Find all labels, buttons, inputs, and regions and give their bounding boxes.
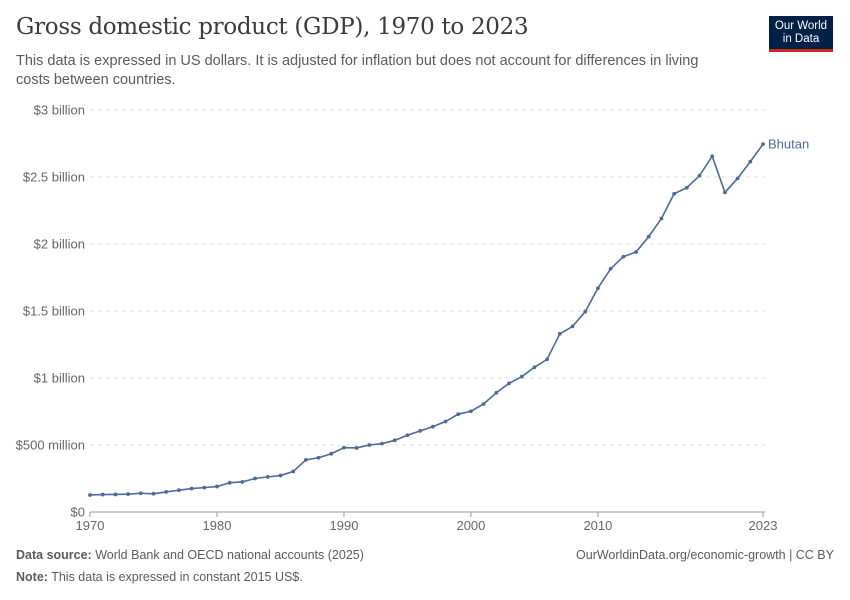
y-tick-label: $2.5 billion (23, 170, 85, 185)
data-point (646, 234, 651, 239)
data-point (481, 402, 486, 406)
data-point (659, 216, 664, 221)
data-point (215, 484, 219, 489)
y-tick-label: $0 (71, 505, 85, 520)
note-text: This data is expressed in constant 2015 … (51, 570, 303, 584)
data-point (138, 491, 143, 496)
data-point (126, 492, 130, 497)
data-point (710, 154, 715, 159)
data-point (329, 451, 334, 456)
chart-subtitle: This data is expressed in US dollars. It… (16, 53, 699, 88)
data-point (723, 190, 727, 195)
data-point (748, 159, 753, 164)
data-point (303, 457, 308, 462)
data-point (113, 492, 118, 497)
data-point (684, 185, 689, 190)
data-point (164, 490, 169, 494)
y-tick-label: $1.5 billion (23, 304, 85, 319)
data-point (532, 365, 537, 370)
series-label: Bhutan (768, 137, 809, 152)
note-label: Note: (16, 570, 48, 584)
data-point (469, 409, 473, 414)
data-point (570, 324, 575, 329)
data-point (443, 419, 448, 424)
data-point (697, 173, 702, 178)
y-tick-label: $1 billion (34, 371, 85, 386)
data-point (367, 443, 372, 447)
data-point (583, 309, 588, 314)
data-point (545, 357, 550, 362)
data-point (405, 433, 410, 438)
data-point (265, 474, 270, 479)
y-tick-label: $3 billion (34, 103, 85, 118)
data-point (291, 469, 296, 474)
data-point (342, 445, 346, 450)
x-tick-label: 1970 (76, 518, 105, 533)
data-point (456, 412, 461, 417)
x-tick-label: 2000 (456, 518, 485, 533)
x-tick-label: 2010 (583, 518, 612, 533)
note: Note: This data is expressed in constant… (16, 570, 303, 584)
y-tick-label: $500 million (16, 438, 85, 453)
data-point (519, 374, 524, 379)
data-point (596, 286, 600, 291)
source-text[interactable]: World Bank and OECD national accounts (2… (95, 548, 364, 562)
data-point (418, 429, 423, 433)
data-point (202, 485, 207, 490)
data-point (88, 493, 92, 497)
data-point (278, 473, 283, 478)
x-tick-label: 1990 (330, 518, 359, 533)
data-point (189, 486, 194, 491)
data-point (100, 492, 105, 497)
data-point (151, 491, 156, 496)
data-point (176, 488, 181, 493)
data-point (380, 441, 384, 446)
source-url[interactable]: OurWorldinData.org/economic-growth | CC … (576, 548, 834, 562)
y-tick-label: $2 billion (34, 237, 85, 252)
x-tick-label: 2023 (749, 518, 778, 533)
source-label: Data source: (16, 548, 92, 562)
data-point (240, 479, 245, 484)
data-point (494, 390, 499, 395)
data-point (557, 331, 562, 336)
data-point (392, 438, 397, 443)
data-point (735, 176, 740, 181)
owid-logo[interactable]: Our World in Data (769, 16, 833, 52)
data-point (634, 250, 638, 254)
data-point (430, 424, 435, 429)
data-point (672, 191, 677, 196)
chart-title: Gross domestic product (GDP), 1970 to 20… (16, 14, 529, 40)
series-line-bhutan (89, 143, 764, 496)
data-point (227, 480, 232, 485)
data-point (761, 142, 765, 147)
data-point (253, 476, 257, 481)
x-tick-label: 1980 (203, 518, 232, 533)
data-point (621, 254, 626, 259)
data-point (507, 381, 511, 386)
data-point (316, 455, 321, 460)
data-point (608, 266, 613, 271)
data-point (354, 446, 359, 450)
data-source: Data source: World Bank and OECD nationa… (16, 548, 364, 562)
